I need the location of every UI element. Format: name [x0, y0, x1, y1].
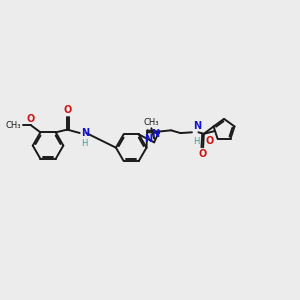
- Text: O: O: [206, 136, 214, 146]
- Text: N: N: [144, 134, 152, 144]
- Text: N: N: [193, 121, 201, 131]
- Text: H: H: [193, 137, 200, 146]
- Text: CH₃: CH₃: [6, 121, 21, 130]
- Text: N: N: [81, 128, 89, 138]
- Text: N: N: [151, 128, 159, 139]
- Text: O: O: [199, 149, 207, 159]
- Text: O: O: [63, 105, 71, 115]
- Text: O: O: [26, 114, 34, 124]
- Text: H: H: [81, 140, 87, 148]
- Text: CH₃: CH₃: [144, 118, 159, 127]
